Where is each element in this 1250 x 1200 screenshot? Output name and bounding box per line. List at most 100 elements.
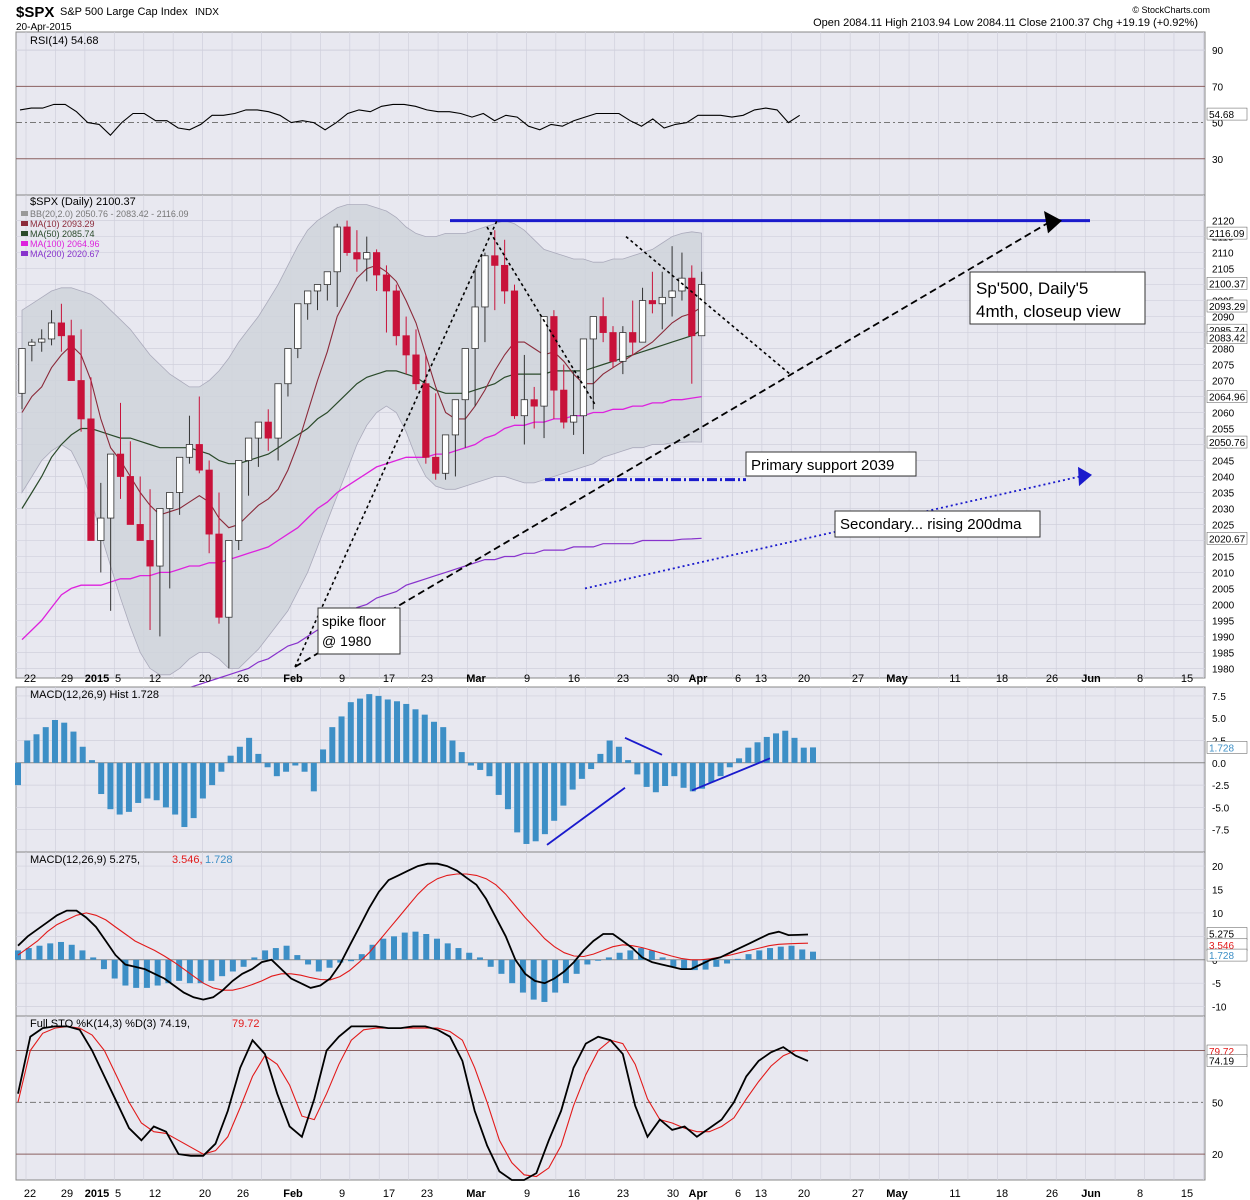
candle-body	[629, 332, 637, 343]
price-tick-label: 2025	[1212, 520, 1235, 531]
macd-hist-bar	[227, 755, 234, 763]
macd-hist-overlay-bar	[47, 943, 54, 960]
rsi-last-label-bg	[1206, 107, 1248, 121]
macd-hist-overlay-bar	[401, 932, 408, 960]
macd-signal-line	[17, 873, 809, 991]
macd-hist-overlay-bar	[670, 959, 677, 967]
candle-body	[510, 290, 519, 417]
spike-trendline	[294, 220, 498, 668]
price-tick-label: 2040	[1212, 472, 1235, 483]
macd-hist-overlay-bar	[283, 945, 290, 960]
price-tick-label: 2010	[1212, 568, 1235, 579]
secondary-label: Secondary... rising 200dma	[840, 516, 1022, 533]
macd-hist-bar	[773, 733, 780, 763]
macd-hist-overlay-bar	[595, 959, 602, 961]
macd-hist-overlay-bar	[122, 959, 129, 986]
stochastic-tick-label: 20	[1212, 1150, 1224, 1161]
candle-body	[18, 348, 26, 394]
stochastic-x-tick-label: 11	[949, 1188, 960, 1200]
macd-hist-overlay-bar	[369, 944, 376, 960]
date-label: 20-Apr-2015	[16, 22, 72, 33]
rsi-tick-label: 30	[1212, 155, 1224, 166]
price-x-tick-label: 9	[524, 673, 530, 685]
price-title: $SPX (Daily) 2100.37	[30, 196, 136, 208]
candle-body	[205, 469, 213, 535]
candle-body	[560, 389, 568, 423]
macd-hist-bar	[283, 762, 290, 772]
price-tick-label: 2015	[1212, 552, 1235, 563]
candle-body	[471, 306, 479, 349]
price-tick-label: 2110	[1212, 249, 1234, 260]
macd-hist-tick-label: -5.0	[1212, 803, 1230, 814]
price-x-tick-label: 29	[61, 673, 73, 685]
macd-hist-overlay-bar	[412, 931, 419, 960]
macd-hist-bar	[15, 762, 21, 786]
candle-body	[343, 226, 351, 253]
macd-hist-bar	[24, 740, 31, 763]
price-tick-label: 2090	[1212, 313, 1235, 324]
macd-hist-bar	[782, 730, 789, 763]
macd-hist-bar	[421, 714, 428, 763]
macd-hist-overlay-bar	[777, 946, 784, 960]
macd-hist-tick-label: -7.5	[1212, 826, 1230, 837]
macd-hist-overlay-bar	[262, 950, 269, 960]
macd-hist-tick-label: 5.0	[1212, 714, 1226, 725]
candle-body	[441, 434, 450, 474]
price-x-tick-label: 23	[421, 673, 433, 685]
candle-body	[461, 348, 469, 401]
candle-body	[491, 255, 499, 266]
macd-hist-bar	[477, 762, 484, 770]
candle-body	[432, 456, 440, 474]
price-x-tick-label: Jun	[1081, 673, 1101, 685]
candle-body	[294, 303, 302, 349]
macd-hist-overlay-bar	[444, 943, 451, 960]
index-name: S&P 500 Large Cap Index	[60, 6, 188, 18]
price-tick-label: 2070	[1212, 377, 1235, 388]
macd-hist-overlay-bar	[229, 959, 236, 972]
macd-hist-tick-label: 7.5	[1212, 692, 1226, 703]
price-tag-bg	[1206, 390, 1248, 403]
candle-body	[353, 252, 361, 260]
macd-hist-overlay-bar	[90, 957, 97, 960]
price-x-tick-label: 27	[852, 673, 864, 685]
annotation-spike-floor: spike floor @ 1980	[317, 607, 401, 655]
macd-hist-overlay-bar	[433, 938, 440, 960]
stochastic-x-tick-label: 16	[568, 1188, 580, 1200]
candle-body	[372, 252, 381, 276]
price-tick-label: 1985	[1212, 648, 1235, 659]
stochastic-title: Full STO %K(14,3) %D(3) 74.19,	[30, 1018, 190, 1030]
candle-body	[304, 290, 312, 305]
primary-support-label: Primary support 2039	[751, 457, 894, 474]
stochastic-x-tick-label: 23	[421, 1188, 433, 1200]
macd-hist-bar	[70, 731, 77, 763]
macd-hist-bar	[467, 762, 474, 766]
macd-hist-bar	[708, 762, 715, 783]
price-tick-label: 2080	[1212, 345, 1235, 356]
rsi-tick-label: 90	[1212, 46, 1224, 57]
price-x-tick-label: 12	[149, 673, 161, 685]
macd-hist-overlay-bar	[713, 959, 720, 967]
macd-hist-bar	[643, 762, 650, 787]
spike-floor-line1: spike floor	[322, 613, 386, 629]
macd-hist-overlay-bar	[691, 959, 698, 971]
macd-hist-overlay-bar	[519, 959, 526, 993]
macd-hist-bar	[717, 762, 724, 777]
ma100-line	[21, 395, 702, 641]
macd-hist-overlay-bar	[133, 959, 140, 988]
macd-hist-overlay-bar	[186, 959, 193, 984]
macd-hist-bar	[680, 762, 687, 788]
candle-body	[77, 380, 85, 420]
stochastic-x-tick-label: Apr	[689, 1188, 709, 1200]
candle-body	[579, 338, 588, 417]
macd-hist-bar	[394, 701, 401, 763]
price-x-tick-label: 17	[383, 673, 395, 685]
copyright-label: © StockCharts.com	[1132, 5, 1210, 15]
macd-tick-label: 10	[1212, 909, 1224, 920]
candle-body	[57, 322, 66, 337]
candle-body	[550, 316, 558, 391]
macd-hist-bar	[532, 762, 539, 842]
price-tick-label: 2105	[1212, 265, 1235, 276]
legend-entry: BB(20,2.0) 2050.76 - 2083.42 - 2116.09	[30, 209, 188, 219]
price-tick-label: 2075	[1212, 361, 1235, 372]
